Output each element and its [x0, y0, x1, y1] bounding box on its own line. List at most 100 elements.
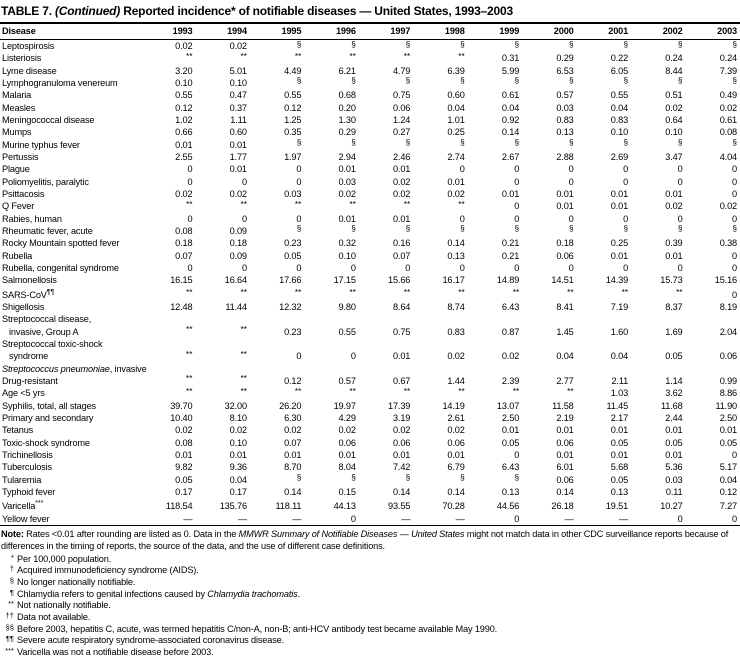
- table-row: Tularemia 0.05 0.04 § § § § § 0.06 0.05 0.03 0.04: [0, 472, 740, 486]
- incidence-value: 0: [514, 449, 520, 460]
- year-column-header: 2003: [685, 23, 740, 40]
- incidence-value: 0.01: [447, 176, 465, 187]
- year-column-header: 1997: [358, 23, 414, 40]
- incidence-value: §: [569, 75, 574, 86]
- incidence-value: 0: [241, 213, 247, 224]
- incidence-value: 0: [732, 213, 737, 224]
- incidence-value: 0.06: [447, 437, 465, 448]
- incidence-value: 0: [623, 164, 629, 175]
- incidence-value: 1.44: [447, 375, 465, 386]
- incidence-value: **: [240, 385, 247, 396]
- incidence-value: §: [351, 223, 356, 234]
- incidence-value: 0.02: [501, 351, 520, 362]
- table-row: Rocky Mountain spotted fever 0.18 0.18 0.23…: [0, 237, 740, 249]
- incidence-value: **: [240, 198, 247, 209]
- incidence-value: 0.09: [229, 225, 247, 236]
- disease-label: Mumps: [2, 127, 32, 138]
- disease-label: Toxic-shock syndrome: [2, 437, 90, 448]
- incidence-value: 0.51: [665, 90, 683, 101]
- incidence-value: §: [677, 137, 683, 148]
- incidence-value: 0.49: [719, 90, 737, 101]
- incidence-value: 5.01: [229, 65, 247, 76]
- incidence-value: 5.17: [719, 462, 737, 473]
- incidence-value: 1.24: [392, 114, 411, 125]
- incidence-value: 0.04: [610, 102, 629, 113]
- incidence-value: 0: [623, 213, 629, 224]
- footnote: * Per 100,000 population.: [0, 553, 740, 566]
- incidence-value: §: [514, 38, 520, 49]
- incidence-value: 0.64: [665, 114, 683, 125]
- table-row: Drug-resistant ** ** 0.12 0.57 0.67 1.44 2.39 2.…: [0, 373, 740, 387]
- disease-label: Primary and secondary: [2, 412, 94, 423]
- incidence-value: **: [294, 287, 302, 298]
- incidence-value: 0.21: [501, 238, 520, 249]
- table-row: Streptococcus pneumoniae, invasive: [0, 363, 740, 375]
- incidence-value: 0: [187, 164, 193, 175]
- incidence-value: **: [185, 373, 193, 384]
- incidence-value: 0: [732, 262, 737, 273]
- year-column-header: 1995: [249, 23, 305, 40]
- incidence-value: 0.04: [229, 474, 247, 485]
- incidence-value: 2.46: [392, 151, 411, 162]
- table-title-text: Reported incidence* of notifiable diseas…: [120, 4, 513, 18]
- incidence-value: 4.49: [284, 65, 302, 76]
- incidence-value: 1.02: [175, 114, 193, 125]
- incidence-value: 0: [296, 262, 302, 273]
- table-row: Lymphogranuloma venereum 0.10 0.10 § § § § § § § §…: [0, 75, 740, 89]
- incidence-value: 0.10: [229, 437, 247, 448]
- incidence-value: 0: [241, 262, 247, 273]
- incidence-value: 8.74: [447, 301, 465, 312]
- incidence-value: 0.02: [175, 188, 193, 199]
- table-title-continued: (Continued): [54, 4, 121, 18]
- disease-label: Pertussis: [2, 151, 39, 162]
- table-row: Streptococcal disease, invasive, Group A *…: [0, 313, 740, 338]
- incidence-value: 0: [677, 513, 683, 524]
- incidence-value: 0.05: [665, 437, 683, 448]
- incidence-value: 0: [732, 164, 737, 175]
- incidence-value: 16.15: [170, 275, 193, 286]
- incidence-value: 0.18: [556, 238, 574, 249]
- note-text-2: might not match data in other CDC survei…: [1, 528, 729, 551]
- incidence-value: 0: [296, 176, 302, 187]
- table-row: Rubella, congenital syndrome 0 0 0 0 0 0 0 0 0 0 0: [0, 262, 740, 274]
- incidence-value: §: [460, 223, 465, 234]
- incidence-value: 0.17: [229, 486, 247, 497]
- incidence-value: 0.55: [284, 90, 302, 101]
- incidence-value: 0.02: [392, 188, 411, 199]
- table-row: Varicella*** 118.54 135.76 118.11 44.13 93.55…: [0, 498, 740, 512]
- incidence-value: **: [185, 50, 193, 61]
- incidence-value: 0: [459, 164, 465, 175]
- incidence-value: 0.02: [229, 188, 247, 199]
- footnote-marker: †: [9, 564, 14, 574]
- year-column-header: 1994: [195, 23, 250, 40]
- table-row: Streptococcal toxic-shock syndrome ** ** 0 0 0…: [0, 338, 740, 363]
- incidence-value: 0.01: [338, 164, 356, 175]
- incidence-value: 0.05: [610, 437, 629, 448]
- incidence-value: 10.27: [660, 501, 683, 512]
- incidence-value: 17.66: [279, 275, 302, 286]
- incidence-value: [577, 363, 631, 375]
- incidence-value: §: [460, 38, 465, 49]
- incidence-value: 0: [514, 164, 520, 175]
- incidence-value: 0.02: [392, 176, 411, 187]
- incidence-value: —: [619, 513, 629, 524]
- incidence-value: §: [351, 137, 356, 148]
- incidence-value: 0: [568, 262, 574, 273]
- incidence-value: 19.97: [333, 400, 356, 411]
- incidence-value: §: [351, 75, 356, 86]
- table-row: SARS-CoV¶¶ ** ** ** ** ** ** ** ** ** ** 0: [0, 287, 740, 301]
- incidence-value: 0.17: [175, 486, 193, 497]
- incidence-value: 0.02: [447, 351, 465, 362]
- incidence-value: 0: [296, 351, 302, 362]
- incidence-value: 0.07: [175, 250, 193, 261]
- incidence-value: 0.55: [610, 90, 629, 101]
- incidence-value: **: [458, 385, 465, 396]
- disease-label: Malaria: [2, 90, 32, 101]
- table-row: Psittacosis 0.02 0.02 0.03 0.02 0.02 0.02 0.01 0…: [0, 188, 740, 200]
- incidence-value: §: [623, 75, 629, 86]
- incidence-value: 0.14: [447, 486, 465, 497]
- incidence-value: 2.88: [556, 151, 574, 162]
- incidence-value: 0: [350, 513, 356, 524]
- incidence-value: 0.27: [392, 127, 411, 138]
- incidence-value: 2.69: [610, 151, 629, 162]
